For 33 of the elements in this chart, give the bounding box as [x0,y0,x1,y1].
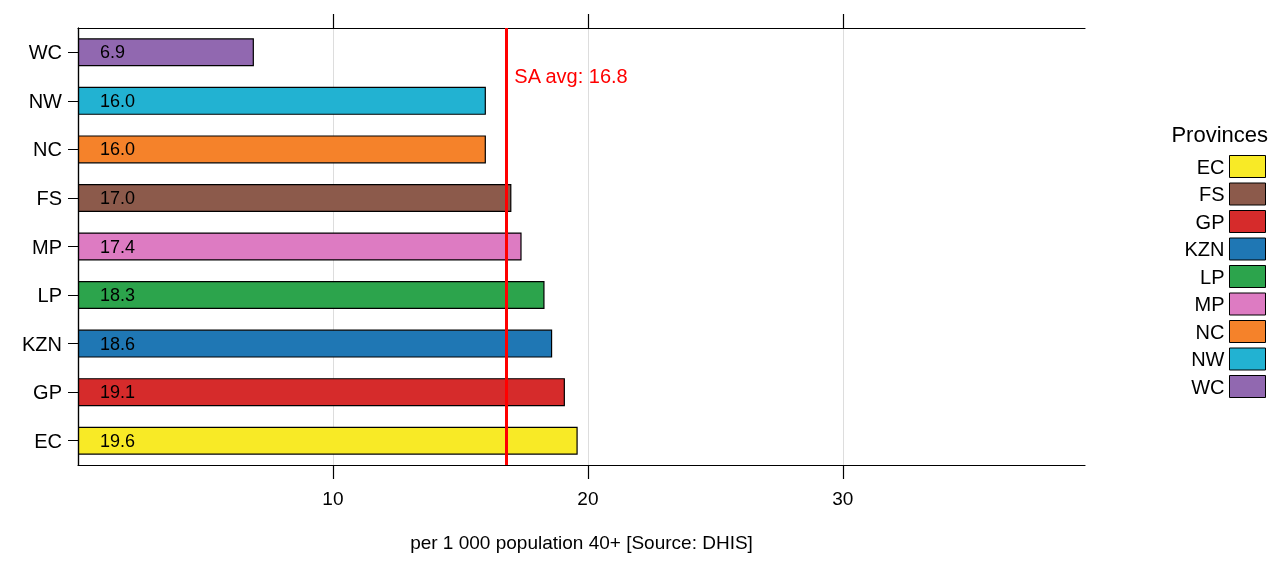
y-tick-label: EC [34,429,62,452]
x-tick-label: 20 [577,488,599,509]
ref-line-label: SA avg: 16.8 [514,65,628,87]
legend-label: LP [1200,265,1225,288]
y-tick-label: KZN [22,332,62,355]
y-tick-label: GP [33,381,62,404]
y-tick-label: FS [36,186,62,209]
data-label: 17.4 [100,236,136,257]
x-axis-title: per 1 000 population 40+ [Source: DHIS] [410,532,753,553]
data-label: 16.0 [100,90,136,111]
data-label: 6.9 [100,42,126,63]
legend-label: MP [1194,293,1225,315]
data-label: 18.3 [100,285,136,306]
data-label: 19.6 [100,430,136,451]
legend-label: KZN [1184,238,1225,260]
y-tick-label: LP [37,284,62,307]
legend-label: NC [1195,320,1225,343]
x-tick-label: 30 [832,488,854,509]
legend-title: Provinces [1171,121,1268,147]
legend-label: WC [1191,375,1225,398]
legend-label: FS [1198,183,1225,205]
y-tick-label: MP [32,235,62,258]
y-tick-label: WC [28,41,62,64]
y-tick-label: NC [33,138,62,161]
x-tick-label: 10 [322,488,344,509]
data-label: 19.1 [100,382,136,403]
legend-label: GP [1195,210,1225,233]
y-tick-label: NW [28,89,63,112]
legend-label: EC [1196,155,1225,178]
legend-label: NW [1191,348,1225,370]
data-label: 16.0 [100,139,136,160]
data-label: 18.6 [100,333,136,354]
data-label: 17.0 [100,187,136,208]
